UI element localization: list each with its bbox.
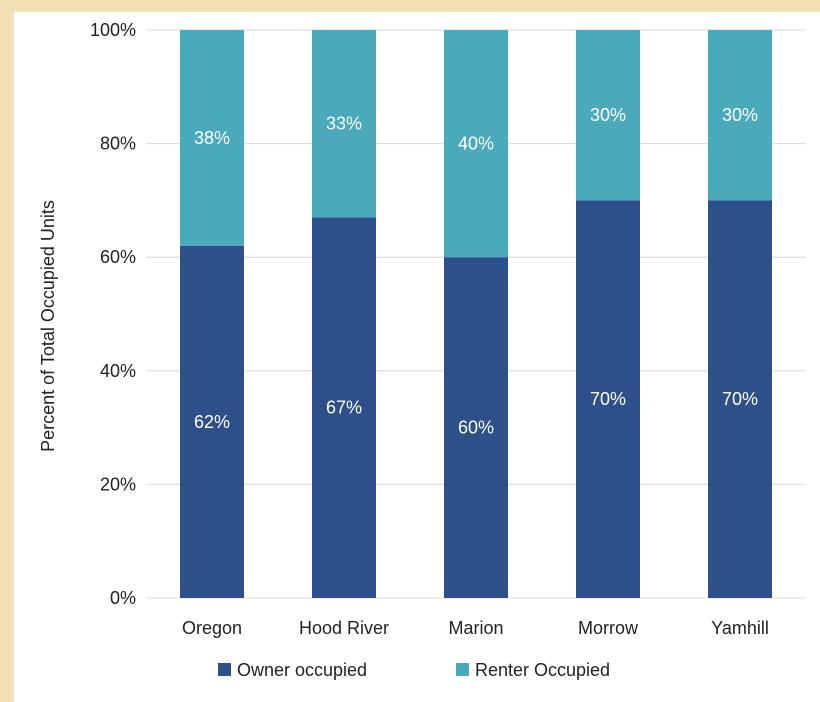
bar-segment-owner xyxy=(312,217,376,598)
data-label: 30% xyxy=(722,105,758,125)
y-tick-label: 20% xyxy=(100,474,136,494)
stacked-bar-chart: 0% 20% 40% 60% 80% 100% 62% 38% 67% 33% 60% 40% 70%… xyxy=(38,20,806,680)
bar-segment-owner xyxy=(576,200,640,598)
x-category-label: Yamhill xyxy=(711,618,769,638)
legend-label: Renter Occupied xyxy=(475,660,610,680)
data-label: 67% xyxy=(326,398,362,418)
legend-swatch xyxy=(456,663,469,676)
legend-label: Owner occupied xyxy=(237,660,367,680)
bar-segment-owner xyxy=(444,257,508,598)
bar-segment-owner xyxy=(708,200,772,598)
data-label: 70% xyxy=(722,389,758,409)
x-category-label: Oregon xyxy=(182,618,242,638)
data-label: 60% xyxy=(458,418,494,438)
bar-segment-renter xyxy=(708,30,772,201)
data-label: 70% xyxy=(590,389,626,409)
x-category-label: Hood River xyxy=(299,618,389,638)
bar-segment-owner xyxy=(180,245,244,598)
x-axis-category-labels: Oregon Hood River Marion Morrow Yamhill xyxy=(182,618,769,638)
y-tick-label: 100% xyxy=(90,20,136,40)
legend: Owner occupied Renter Occupied xyxy=(218,660,610,680)
bar-segment-renter xyxy=(444,30,508,258)
bar-segment-renter xyxy=(576,30,640,201)
data-label: 38% xyxy=(194,128,230,148)
y-tick-label: 80% xyxy=(100,134,136,154)
y-axis-tick-labels: 0% 20% 40% 60% 80% 100% xyxy=(90,20,136,608)
data-label: 30% xyxy=(590,105,626,125)
x-category-label: Morrow xyxy=(578,618,639,638)
bars xyxy=(180,30,772,598)
data-labels: 62% 38% 67% 33% 60% 40% 70% 30% 70% 30% xyxy=(194,105,758,437)
y-axis-title: Percent of Total Occupied Units xyxy=(38,200,58,452)
data-label: 33% xyxy=(326,114,362,134)
x-category-label: Marion xyxy=(448,618,503,638)
legend-swatch xyxy=(218,663,231,676)
y-tick-label: 0% xyxy=(110,588,136,608)
data-label: 40% xyxy=(458,134,494,154)
y-tick-label: 40% xyxy=(100,361,136,381)
bar-segment-renter xyxy=(312,30,376,218)
bar-segment-renter xyxy=(180,30,244,246)
data-label: 62% xyxy=(194,412,230,432)
chart-panel: 0% 20% 40% 60% 80% 100% 62% 38% 67% 33% 60% 40% 70%… xyxy=(14,12,820,702)
y-tick-label: 60% xyxy=(100,247,136,267)
